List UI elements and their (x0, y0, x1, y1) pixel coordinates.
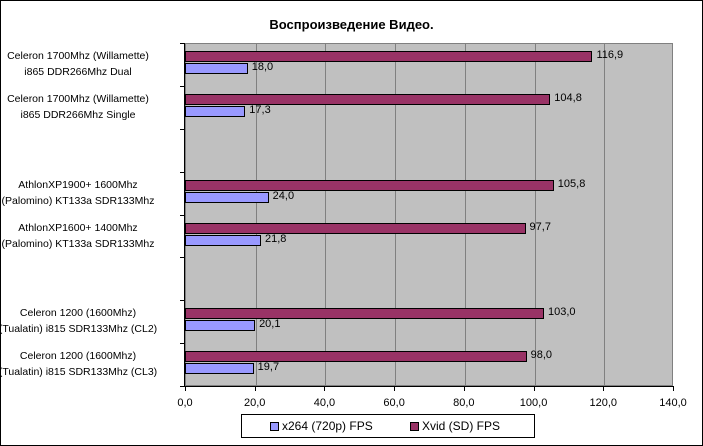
category-label: AthlonXP1900+ 1600Mhz (Palomino) KT133a S… (1, 178, 155, 207)
data-label: 98,0 (530, 349, 553, 362)
data-label: 24,0 (272, 189, 295, 202)
y-tick (180, 43, 185, 44)
bar-xvid (185, 93, 551, 105)
bar-x264 (185, 105, 246, 117)
category-label: Celeron 1700Mhz (Willamette) i865 DDR266M… (7, 50, 149, 78)
gridline (604, 44, 606, 385)
data-label: 105,8 (557, 177, 586, 190)
x-tick (185, 386, 186, 391)
bar-x264 (185, 234, 261, 246)
bar-x264 (185, 363, 254, 375)
y-tick (180, 85, 185, 87)
x-tick (394, 386, 396, 391)
bar-xvid (185, 222, 526, 234)
y-tick (180, 257, 185, 259)
x-tick-label: 60,0 (383, 397, 405, 409)
bar-x264 (185, 191, 269, 203)
x-tick-label: 20,0 (243, 397, 266, 409)
x-tick-label: 100,0 (519, 397, 548, 409)
gridline (464, 44, 466, 385)
data-label: 18,0 (251, 61, 274, 73)
y-tick (180, 343, 185, 345)
legend-item-x264: x264 (720p) FPS (270, 419, 373, 433)
y-tick (180, 214, 185, 216)
chart-title: Воспроизведение Видео. (269, 17, 434, 32)
y-tick (180, 171, 185, 173)
x-tick (254, 386, 256, 391)
data-label: 103,0 (548, 306, 576, 319)
gridline (534, 44, 536, 385)
data-label: 17,3 (249, 103, 271, 116)
y-tick (180, 386, 185, 387)
legend-swatch-x264 (270, 421, 279, 431)
x-tick (324, 386, 326, 391)
x-tick-label: 0,0 (177, 397, 193, 409)
data-label: 104,8 (554, 91, 582, 104)
category-label: AthlonXP1600+ 1400Mhz (Palomino) KT133a S… (1, 221, 155, 250)
gridline (325, 44, 327, 385)
category-label: Celeron 1700Mhz (Willamette) i865 DDR266M… (7, 92, 149, 121)
x-tick-label: 80,0 (453, 397, 475, 409)
data-label: 20,1 (259, 318, 281, 331)
data-label: 21,8 (264, 232, 287, 245)
bar-x264 (185, 320, 256, 332)
legend-item-xvid: Xvid (SD) FPS (410, 419, 500, 433)
legend: x264 (720p) FPS Xvid (SD) FPS (241, 414, 535, 438)
bar-xvid (185, 179, 554, 191)
y-tick (180, 128, 185, 130)
category-label: Celeron 1200 (1600Mhz) (Tualatin) i815 SD… (0, 350, 158, 379)
bar-x264 (185, 63, 248, 74)
bar-xvid (185, 308, 545, 320)
x-tick (603, 386, 605, 391)
x-tick (463, 386, 465, 391)
x-tick-label: 40,0 (313, 397, 336, 409)
bar-xvid (185, 351, 527, 363)
category-label: Celeron 1200 (1600Mhz) (Tualatin) i815 SD… (0, 307, 158, 336)
x-tick-label: 140,0 (659, 397, 687, 409)
data-label: 116,9 (596, 49, 624, 61)
gridline (255, 44, 257, 385)
bar-xvid (185, 51, 593, 62)
data-label: 97,7 (529, 220, 551, 233)
x-axis-line (184, 386, 674, 387)
gridline (395, 44, 397, 385)
data-label: 19,7 (257, 361, 280, 374)
x-tick (533, 386, 535, 391)
x-tick (673, 386, 674, 391)
y-tick (180, 300, 185, 302)
legend-swatch-xvid (410, 421, 419, 431)
x-tick-label: 120,0 (589, 397, 618, 409)
